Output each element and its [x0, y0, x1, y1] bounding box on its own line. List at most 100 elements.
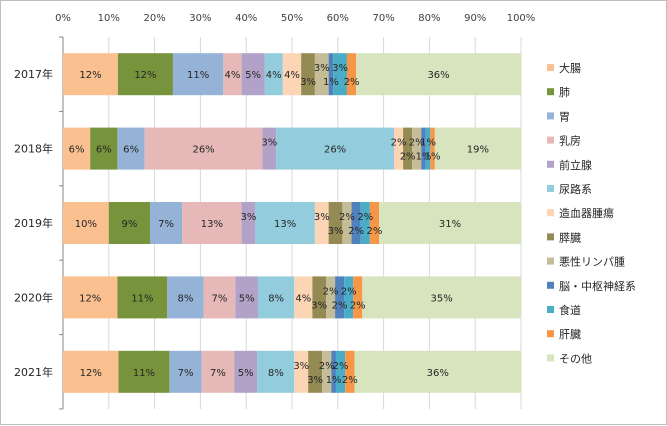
data-label: 7%: [210, 368, 226, 379]
data-label: 9%: [121, 219, 137, 230]
bar-segment: [356, 53, 521, 96]
legend-swatch: [547, 354, 554, 362]
bar-segment: [379, 202, 521, 244]
bar-segment: [344, 276, 354, 319]
bar-segment: [118, 350, 170, 393]
bar-segment: [63, 127, 91, 170]
legend-entry: 膵臓: [559, 231, 581, 244]
x-tick-label: 100%: [507, 13, 536, 24]
data-label: 7%: [178, 368, 194, 379]
data-label: 6%: [96, 145, 112, 156]
bar-segment: [234, 350, 258, 393]
x-tick-label: 30%: [189, 13, 211, 24]
data-label: 31%: [439, 219, 461, 230]
bar-segment: [362, 276, 521, 319]
data-label: 2%: [409, 138, 425, 149]
data-label: 36%: [427, 368, 449, 379]
legend-entry: 大腸: [559, 61, 581, 75]
data-label: 11%: [133, 368, 155, 379]
bar-segment: [345, 350, 355, 393]
bar-segment: [360, 202, 370, 244]
bar-segment: [264, 53, 283, 96]
bar-segment: [90, 127, 118, 170]
bar-segment: [326, 276, 336, 319]
bar-segments: [63, 53, 521, 393]
data-label: 2%: [339, 212, 355, 223]
data-label: 8%: [268, 293, 284, 304]
data-label: 2%: [350, 300, 366, 311]
data-label: 7%: [212, 293, 228, 304]
category-label: 2020年: [14, 290, 53, 304]
bar-segment: [294, 350, 309, 393]
data-label: 5%: [239, 293, 255, 304]
bar-segment: [63, 350, 119, 393]
legend-swatch: [547, 281, 554, 289]
data-label: 3%: [261, 138, 277, 149]
bar-segment: [262, 127, 277, 170]
legend-entry: 悪性リンパ腫: [559, 255, 625, 269]
bar-segment: [169, 350, 202, 393]
data-label: 3%: [311, 300, 327, 311]
legend-swatch: [547, 233, 554, 241]
category-label: 2018年: [14, 142, 53, 156]
bar-segment: [322, 350, 332, 393]
data-label: 4%: [266, 70, 282, 81]
legend-swatch: [547, 136, 554, 144]
bar-segment: [353, 276, 363, 319]
data-label: 12%: [80, 368, 102, 379]
x-tick-label: 80%: [418, 13, 440, 24]
category-label: 2017年: [14, 67, 53, 81]
bar-segment: [117, 127, 145, 170]
data-label: 12%: [134, 70, 156, 81]
x-tick-label: 60%: [327, 13, 349, 24]
data-label: 2%: [357, 212, 373, 223]
data-label: 2%: [391, 138, 407, 149]
bar-segment: [235, 276, 258, 319]
legend-swatch: [547, 160, 554, 168]
bar-segment: [241, 53, 265, 96]
bar-segment: [331, 350, 336, 393]
bar-segment: [301, 53, 315, 96]
bar-segment: [308, 350, 323, 393]
legend-entry: 脳・中枢神経系: [559, 279, 636, 293]
y-axis-category-labels: 2017年 2018年 2019年 2020年 2021年: [14, 67, 53, 379]
data-label: 10%: [75, 219, 97, 230]
data-label: 2%: [341, 286, 357, 297]
data-label: 35%: [431, 293, 453, 304]
bar-segment: [314, 53, 329, 96]
data-label: 1%: [323, 77, 339, 88]
data-label: 12%: [79, 70, 101, 81]
legend-swatch: [547, 88, 554, 96]
data-label: 4%: [295, 293, 311, 304]
bar-segment: [335, 276, 345, 319]
data-label: 2%: [348, 226, 364, 237]
legend-swatch: [547, 257, 554, 265]
x-tick-label: 10%: [98, 13, 120, 24]
data-label: 3%: [300, 77, 316, 88]
x-tick-label: 0%: [55, 13, 71, 24]
data-label: 6%: [69, 145, 85, 156]
bar-segment: [351, 202, 361, 244]
bar-segment: [144, 127, 263, 170]
bar-segment: [223, 53, 242, 96]
legend-entry: 乳房: [559, 135, 581, 148]
data-label: 1%: [416, 152, 432, 163]
bar-segment: [182, 202, 242, 244]
legend-entry: 前立腺: [559, 158, 592, 172]
bar-segment: [333, 53, 347, 96]
data-label: 5%: [238, 368, 254, 379]
category-label: 2019年: [14, 216, 53, 230]
data-label: 3%: [314, 63, 330, 74]
data-label: 4%: [284, 70, 300, 81]
legend-swatch: [547, 112, 554, 120]
bar-segment: [328, 202, 343, 244]
data-label: 12%: [79, 293, 101, 304]
data-label: 2%: [342, 375, 358, 386]
data-label: 2%: [323, 286, 339, 297]
legend-entry: その他: [559, 352, 592, 365]
bar-segment: [257, 276, 295, 319]
bar-segment: [369, 202, 380, 244]
bar-segment: [201, 350, 235, 393]
